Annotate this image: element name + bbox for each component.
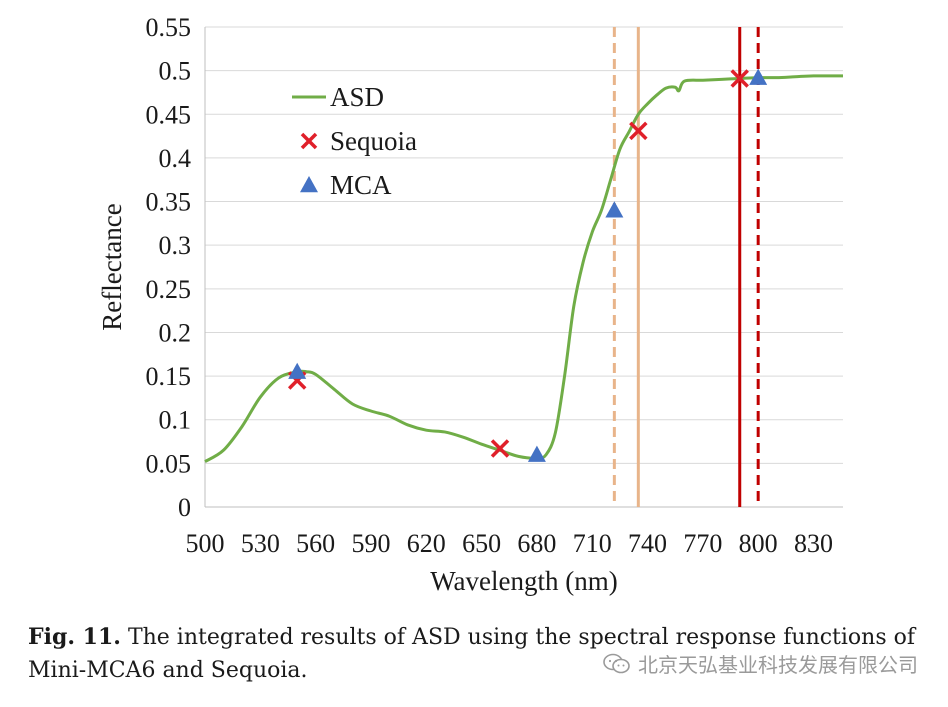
- y-tick-label: 0.45: [146, 100, 192, 129]
- sequoia-marker: [629, 121, 648, 141]
- mca-marker: [749, 68, 768, 85]
- x-axis-title: Wavelength (nm): [430, 566, 618, 596]
- legend-label: ASD: [330, 82, 384, 112]
- y-axis-title: Reflectance: [97, 203, 127, 330]
- y-tick-label: 0.25: [146, 275, 192, 304]
- y-tick-label: 0: [178, 493, 191, 522]
- y-tick-label: 0.35: [146, 188, 192, 217]
- x-tick-label: 710: [573, 529, 612, 558]
- legend-swatch-sequoia: [300, 132, 318, 150]
- y-tick-label: 0.2: [159, 318, 192, 347]
- y-tick-label: 0.5: [159, 57, 192, 86]
- reflectance-chart: 0 0.05 0.1 0.15 0.2 0.25 0.3 0.35 0.4 0.45 0.5 0.55…: [97, 13, 844, 596]
- x-tick-label: 560: [296, 529, 335, 558]
- x-tick-label: 830: [794, 529, 833, 558]
- y-tick-label: 0.1: [159, 406, 192, 435]
- mca-marker: [605, 201, 624, 218]
- x-tick-label: 620: [407, 529, 446, 558]
- y-tick-label: 0.15: [146, 362, 192, 391]
- sequoia-marker: [730, 69, 749, 88]
- x-tick-label: 680: [517, 529, 556, 558]
- watermark-text: 北京天弘基业科技发展有限公司: [638, 653, 918, 677]
- wechat-icon: [603, 653, 630, 673]
- sequoia-marker: [490, 439, 510, 458]
- x-tick-label: 530: [241, 529, 280, 558]
- mca-marker: [527, 445, 546, 462]
- x-tick-label: 770: [683, 529, 722, 558]
- figure-label: Fig. 11.: [28, 624, 121, 650]
- x-tick-label: 800: [739, 529, 778, 558]
- x-tick-label: 650: [462, 529, 501, 558]
- legend-label: MCA: [330, 170, 392, 200]
- legend-label: Sequoia: [330, 126, 417, 156]
- asd-series-line: [204, 74, 844, 463]
- y-tick-label: 0.4: [159, 144, 192, 173]
- figure-caption: Fig. 11. The integrated results of ASD u…: [28, 621, 928, 687]
- x-tick-label: 590: [351, 529, 390, 558]
- legend-swatch-mca: [300, 176, 318, 193]
- y-tick-label: 0.05: [146, 449, 192, 478]
- y-tick-label: 0.3: [159, 231, 192, 260]
- mca-marker: [288, 362, 307, 379]
- x-tick-label: 740: [628, 529, 667, 558]
- y-tick-label: 0.55: [146, 13, 192, 42]
- watermark: 北京天弘基业科技发展有限公司: [602, 649, 918, 678]
- figure-caption-text: The integrated results of ASD using the …: [28, 625, 916, 683]
- x-tick-label: 500: [186, 529, 225, 558]
